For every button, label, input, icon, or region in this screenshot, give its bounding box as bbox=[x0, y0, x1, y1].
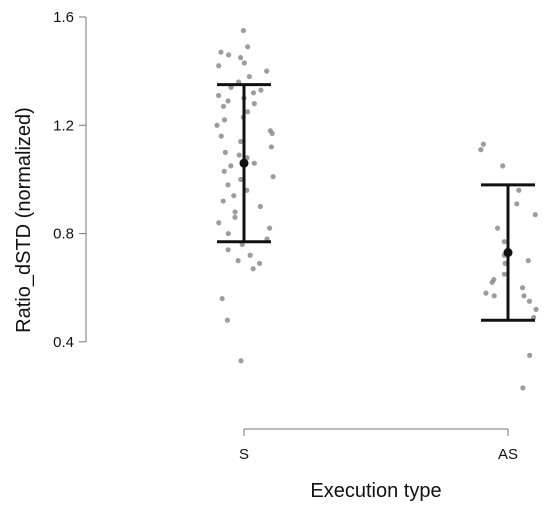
data-point bbox=[258, 87, 264, 93]
data-point bbox=[266, 225, 273, 231]
data-point bbox=[256, 260, 263, 266]
y-axis: 0.4 0.8 1.2 1.6 bbox=[53, 9, 87, 351]
data-point bbox=[247, 252, 253, 258]
data-point bbox=[250, 266, 256, 272]
data-point bbox=[215, 92, 222, 99]
data-point bbox=[533, 306, 539, 312]
data-point bbox=[483, 290, 489, 296]
data-point bbox=[221, 117, 228, 123]
data-point bbox=[220, 103, 227, 109]
data-point bbox=[225, 182, 231, 188]
data-point bbox=[218, 49, 224, 55]
data-point bbox=[216, 63, 222, 69]
data-point bbox=[238, 358, 244, 364]
y-axis-title: Ratio_dSTD (normalized) bbox=[13, 107, 35, 333]
data-point bbox=[235, 258, 241, 264]
data-point bbox=[525, 258, 531, 264]
y-tick-label: 1.6 bbox=[53, 9, 74, 26]
data-point bbox=[216, 220, 222, 226]
data-point bbox=[228, 163, 234, 169]
data-point bbox=[238, 138, 244, 145]
data-point bbox=[237, 55, 244, 61]
data-point bbox=[224, 317, 231, 323]
data-point bbox=[241, 60, 247, 66]
data-point bbox=[225, 230, 231, 237]
data-point bbox=[480, 141, 487, 147]
data-point bbox=[478, 147, 484, 153]
data-point bbox=[264, 68, 270, 74]
y-tick-label: 0.8 bbox=[53, 226, 74, 243]
data-point bbox=[232, 209, 238, 215]
data-point bbox=[514, 201, 520, 207]
data-point bbox=[251, 101, 257, 107]
data-point bbox=[269, 130, 275, 137]
data-point bbox=[489, 279, 495, 285]
data-point bbox=[526, 298, 533, 304]
y-tick-label: 1.2 bbox=[53, 117, 74, 134]
data-point bbox=[220, 198, 226, 204]
data-point bbox=[245, 109, 251, 115]
data-point bbox=[218, 133, 224, 139]
data-point bbox=[245, 44, 251, 50]
x-axis: S AS bbox=[239, 428, 518, 463]
data-point bbox=[527, 352, 533, 358]
data-point bbox=[519, 285, 526, 291]
data-point bbox=[236, 152, 242, 158]
data-point bbox=[221, 168, 227, 174]
mean-point bbox=[503, 248, 513, 258]
data-point bbox=[226, 52, 232, 58]
data-point bbox=[520, 385, 526, 391]
x-axis-title: Execution type bbox=[310, 480, 441, 502]
data-point bbox=[494, 225, 501, 231]
data-point bbox=[219, 295, 225, 302]
data-point bbox=[500, 163, 506, 169]
data-point bbox=[501, 271, 507, 277]
data-point bbox=[232, 214, 238, 220]
data-point bbox=[250, 90, 257, 96]
data-point bbox=[532, 212, 538, 218]
data-point bbox=[491, 293, 497, 299]
data-point bbox=[502, 260, 508, 266]
data-point bbox=[214, 122, 220, 128]
data-point bbox=[270, 174, 276, 180]
x-tick-label: S bbox=[239, 446, 249, 463]
data-point bbox=[222, 149, 228, 155]
data-point bbox=[521, 293, 527, 299]
data-point bbox=[225, 98, 231, 104]
data-point bbox=[244, 187, 250, 193]
data-point bbox=[257, 203, 263, 210]
points-layer bbox=[214, 27, 539, 391]
data-point bbox=[268, 144, 274, 150]
mean-point bbox=[239, 158, 249, 168]
data-point bbox=[251, 160, 257, 166]
data-point bbox=[225, 247, 231, 253]
data-point bbox=[501, 239, 507, 245]
data-point bbox=[238, 176, 244, 183]
data-point bbox=[516, 187, 522, 193]
data-point bbox=[231, 193, 237, 199]
data-point bbox=[246, 73, 252, 80]
data-point bbox=[240, 27, 247, 34]
x-tick-label: AS bbox=[498, 446, 518, 463]
summary-layer bbox=[217, 83, 535, 322]
y-tick-label: 0.4 bbox=[53, 334, 74, 351]
